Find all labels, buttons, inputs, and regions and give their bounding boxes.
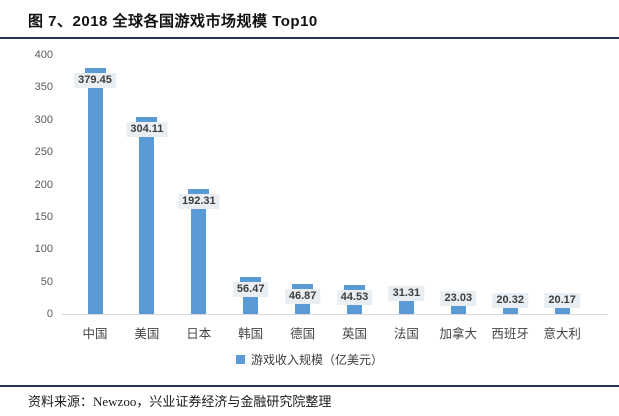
x-category-label: 加拿大 xyxy=(439,327,478,341)
figure-title: 图 7、2018 全球各国游戏市场规模 Top10 xyxy=(28,13,318,30)
bar-top-cap xyxy=(240,277,262,283)
y-tick-label: 100 xyxy=(34,243,53,256)
value-label: 23.03 xyxy=(440,291,477,307)
value-label: 304.11 xyxy=(126,122,168,138)
source-note: 资料来源：Newzoo，兴业证券经济与金融研究院整理 xyxy=(28,394,332,409)
value-label: 31.31 xyxy=(388,285,425,301)
bar-top-cap xyxy=(136,117,158,123)
value-label: 46.87 xyxy=(284,288,321,304)
y-tick-label: 400 xyxy=(34,49,53,61)
y-tick-label: 300 xyxy=(34,113,53,126)
x-category-label: 日本 xyxy=(186,327,212,341)
x-category-label: 英国 xyxy=(341,327,368,341)
x-category-label: 法国 xyxy=(393,327,419,341)
y-tick-label: 350 xyxy=(34,81,53,94)
value-label: 44.53 xyxy=(336,290,373,306)
bar-top-cap xyxy=(188,189,210,195)
chart-legend: 游戏收入规模（亿美元） xyxy=(0,351,619,368)
value-label: 56.47 xyxy=(232,282,269,298)
x-category-label: 西班牙 xyxy=(491,327,529,341)
bar xyxy=(191,189,207,314)
value-label: 192.31 xyxy=(177,194,220,210)
bar xyxy=(139,117,155,314)
x-category-label: 美国 xyxy=(134,327,160,341)
legend-swatch-icon xyxy=(235,355,245,364)
value-label: 20.17 xyxy=(544,292,580,308)
bar-top-cap xyxy=(84,68,106,74)
bar xyxy=(87,68,103,314)
y-tick-label: 250 xyxy=(34,146,53,159)
y-tick-label: 50 xyxy=(40,275,53,288)
y-tick-label: 200 xyxy=(34,178,53,191)
x-category-label: 意大利 xyxy=(543,327,581,341)
y-tick-label: 0 xyxy=(46,308,53,320)
legend-label: 游戏收入规模（亿美元） xyxy=(250,353,383,367)
x-axis-line xyxy=(62,314,608,315)
value-label: 20.32 xyxy=(492,292,528,308)
title-divider-line xyxy=(0,37,619,39)
bar-top-cap xyxy=(292,283,314,289)
footer-divider-line xyxy=(0,385,619,387)
value-label: 379.45 xyxy=(74,73,116,89)
x-category-label: 韩国 xyxy=(238,327,264,341)
y-tick-label: 150 xyxy=(34,210,53,223)
x-category-label: 德国 xyxy=(290,327,316,341)
bar-top-cap xyxy=(344,285,365,291)
x-category-label: 中国 xyxy=(82,327,108,341)
